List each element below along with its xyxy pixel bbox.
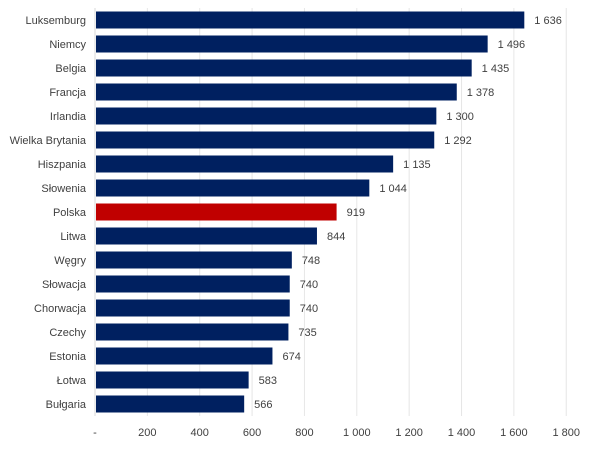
x-tick-label: 800	[295, 427, 313, 439]
category-label: Słowacja	[42, 279, 87, 291]
bar	[96, 371, 249, 389]
x-tick-label: 400	[191, 427, 209, 439]
category-label: Polska	[53, 207, 87, 219]
bar	[96, 395, 245, 413]
bar	[96, 35, 488, 53]
x-tick-label: -	[93, 427, 97, 439]
data-label: 919	[347, 207, 365, 219]
category-label: Węgry	[54, 255, 86, 267]
category-label: Litwa	[60, 231, 87, 243]
data-label: 748	[302, 255, 320, 267]
category-label: Słowenia	[41, 183, 87, 195]
category-label: Francja	[49, 87, 87, 99]
bar	[96, 203, 337, 221]
x-tick-label: 1 600	[500, 427, 528, 439]
bar	[96, 155, 394, 173]
x-tick-label: 600	[243, 427, 261, 439]
category-label: Luksemburg	[25, 15, 86, 27]
bar	[96, 59, 472, 77]
category-label: Wielka Brytania	[10, 135, 87, 147]
x-tick-label: 200	[138, 427, 156, 439]
bar	[96, 323, 289, 341]
data-label: 1 435	[482, 63, 510, 75]
category-label: Belgia	[55, 63, 86, 75]
data-label: 735	[298, 327, 316, 339]
x-tick-label: 1 000	[343, 427, 371, 439]
bar	[96, 83, 457, 101]
x-tick-label: 1 200	[395, 427, 423, 439]
data-label: 1 378	[467, 87, 495, 99]
bar	[96, 11, 525, 29]
data-label: 1 300	[446, 111, 474, 123]
x-tick-label: 1 400	[448, 427, 476, 439]
category-label: Estonia	[49, 351, 87, 363]
data-label: 1 292	[444, 135, 472, 147]
bar	[96, 347, 273, 365]
data-label: 1 636	[534, 15, 562, 27]
bar	[96, 179, 370, 197]
data-label: 674	[282, 351, 300, 363]
category-label: Chorwacja	[34, 303, 87, 315]
data-label: 740	[300, 279, 318, 291]
category-label: Bułgaria	[46, 399, 87, 411]
data-label: 1 496	[498, 39, 526, 51]
bar	[96, 275, 290, 293]
bar	[96, 107, 437, 125]
data-label: 844	[327, 231, 345, 243]
data-label: 1 044	[379, 183, 407, 195]
category-label: Niemcy	[49, 39, 86, 51]
bar	[96, 251, 292, 269]
data-label: 740	[300, 303, 318, 315]
bar	[96, 299, 290, 317]
x-tick-label: 1 800	[552, 427, 580, 439]
category-label: Łotwa	[57, 375, 87, 387]
bar	[96, 131, 435, 149]
category-label: Hiszpania	[38, 159, 87, 171]
category-label: Irlandia	[50, 111, 87, 123]
data-label: 566	[254, 399, 272, 411]
category-label: Czechy	[49, 327, 86, 339]
data-label: 583	[259, 375, 277, 387]
bar	[96, 227, 317, 245]
data-label: 1 135	[403, 159, 431, 171]
